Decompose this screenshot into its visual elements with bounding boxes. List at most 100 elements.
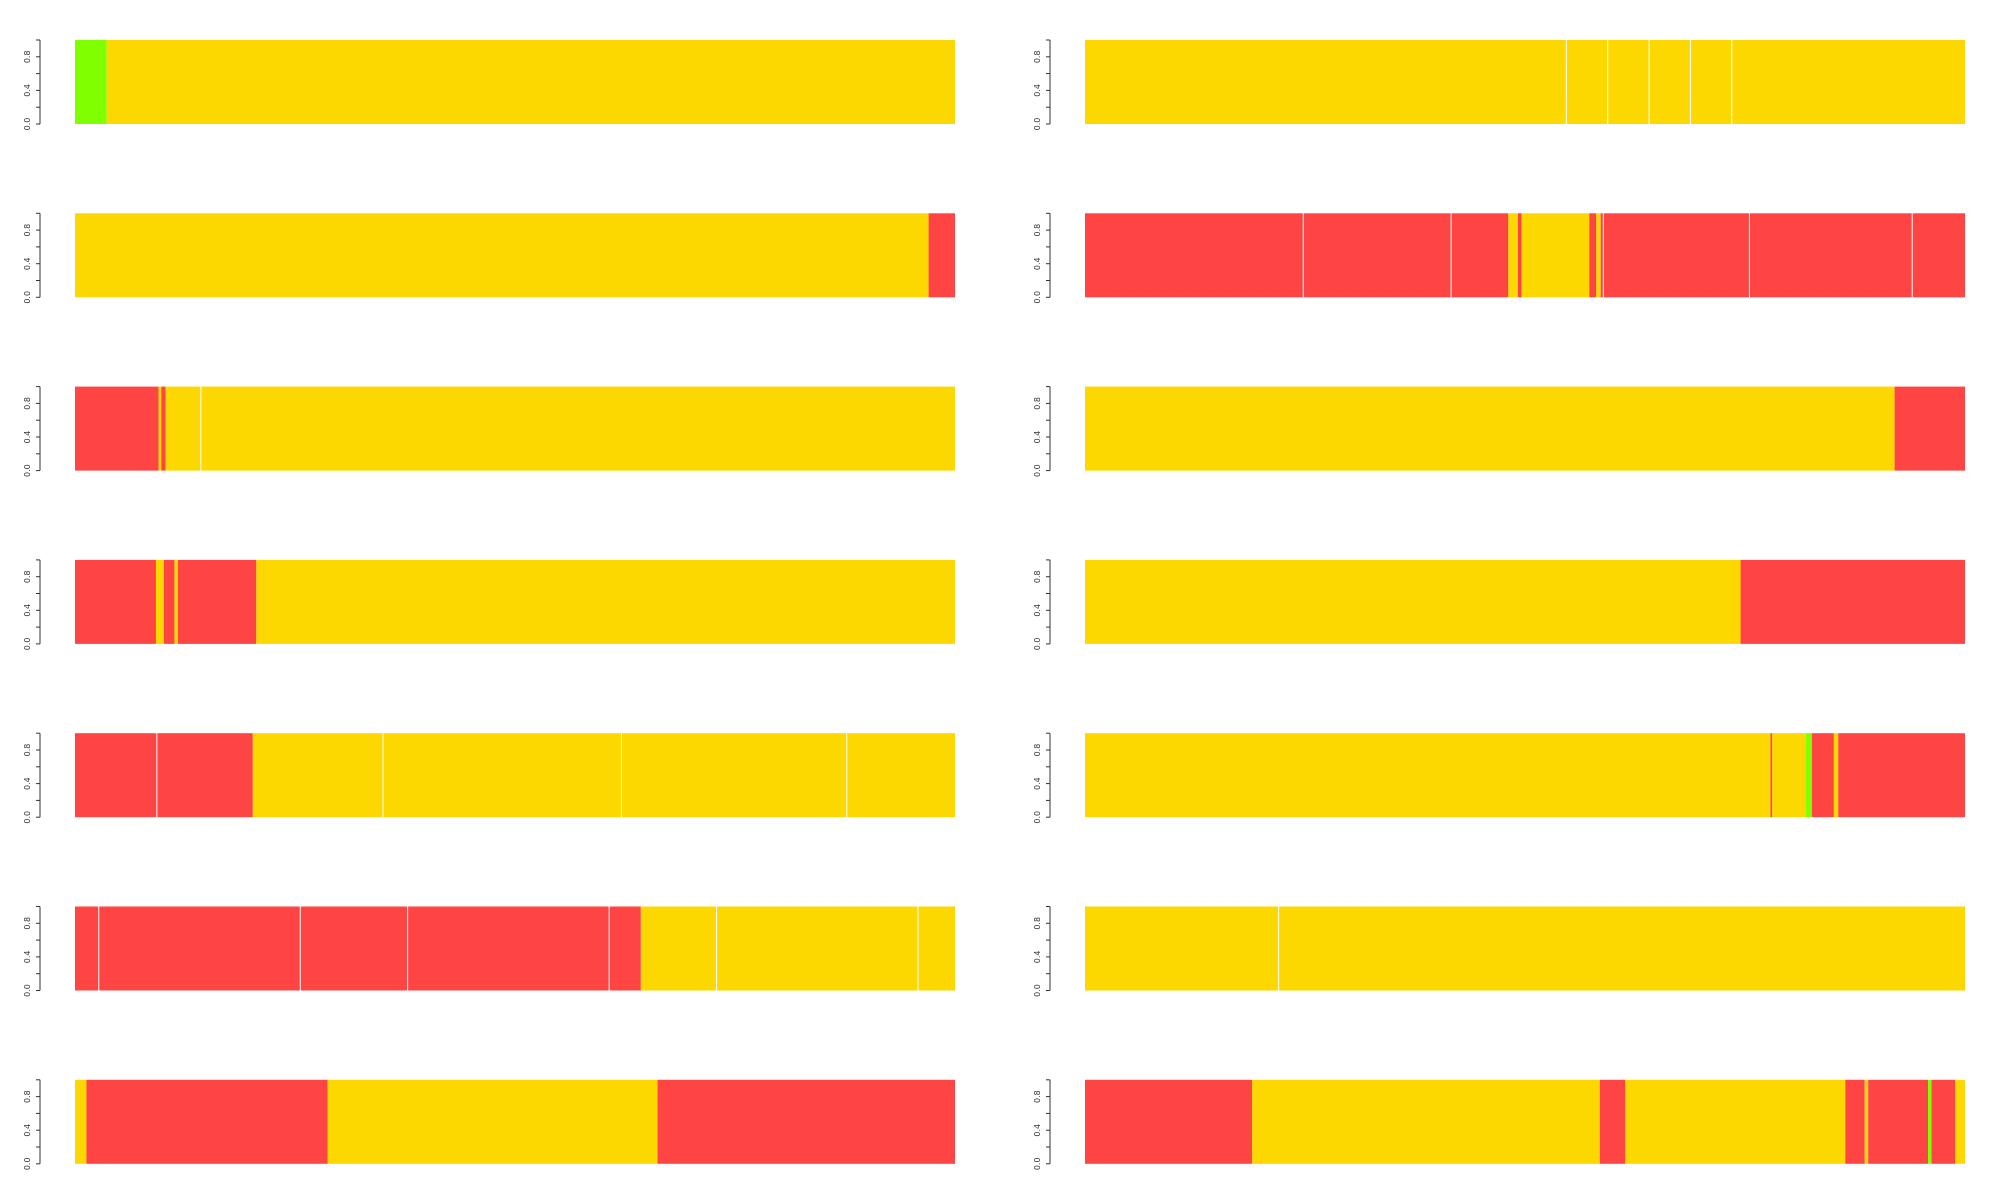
segment-r3c2-0 [1085,386,1895,471]
panel-r5c1: 0.0 0.4 0.8 [23,732,955,824]
segment-r1c1-0 [75,40,107,124]
segment-r6c2-0 [1085,906,1965,991]
segment-r7c2-0 [1085,1079,1253,1164]
y-tick-label-r2c1-1: 0.4 [23,257,32,270]
y-tick-label-r3c2-1: 0.4 [1033,431,1042,444]
y-tick-label-r3c2-2: 0.8 [1033,397,1042,410]
panel-r4c2: 0.0 0.4 0.8 [1033,559,1965,651]
y-tick-label-r1c2-0: 0.0 [1033,118,1042,131]
segment-r3c1-0 [75,386,159,471]
segment-r5c1-0 [75,733,253,818]
segment-r4c1-0 [75,559,156,644]
segment-r7c1-3 [657,1079,955,1164]
segment-r3c1-3 [165,386,955,471]
segment-r2c1-1 [928,213,955,298]
y-tick-label-r5c2-1: 0.4 [1033,777,1042,790]
y-tick-label-r2c1-2: 0.8 [23,224,32,237]
segment-r3c1-1 [158,386,162,471]
y-tick-label-r6c1-0: 0.0 [23,984,32,997]
y-tick-label-r2c2-1: 0.4 [1033,257,1042,270]
segment-r5c2-0 [1085,733,1771,818]
y-tick-label-r7c2-1: 0.4 [1033,1124,1042,1137]
y-tick-label-r4c2-1: 0.4 [1033,604,1042,617]
segment-r5c2-1 [1770,733,1773,818]
panel-r6c2: 0.0 0.4 0.8 [1033,906,1965,997]
segment-r7c2-1 [1252,1079,1600,1164]
y-tick-label-r6c2-0: 0.0 [1033,984,1042,997]
segment-r2c2-4 [1589,213,1597,298]
segment-r6c1-1 [640,906,955,991]
y-tick-label-r5c2-2: 0.8 [1033,744,1042,757]
segment-r4c1-4 [177,559,257,644]
y-tick-label-r4c1-2: 0.8 [23,570,32,583]
y-tick-label-r5c1-0: 0.0 [23,811,32,824]
y-tick-label-r4c2-0: 0.0 [1033,638,1042,651]
y-tick-label-r3c1-1: 0.4 [23,431,32,444]
segment-r1c1-1 [106,40,956,124]
segment-r2c2-2 [1517,213,1522,298]
panel-r6c1: 0.0 0.4 0.8 [23,906,955,997]
segment-r7c2-5 [1864,1079,1869,1164]
segment-r7c2-7 [1928,1079,1932,1164]
panel-r3c1: 0.0 0.4 0.8 [23,386,955,477]
panel-r1c2: 0.0 0.4 0.8 [1033,39,1965,131]
segment-r2c2-1 [1508,213,1518,298]
y-tick-label-r4c2-2: 0.8 [1033,570,1042,583]
segment-r7c2-3 [1625,1079,1846,1164]
y-tick-label-r1c1-1: 0.4 [23,84,32,97]
y-tick-label-r7c2-0: 0.0 [1033,1157,1042,1170]
y-tick-label-r1c1-0: 0.0 [23,118,32,131]
y-tick-label-r7c1-2: 0.8 [23,1090,32,1103]
panel-r5c2: 0.0 0.4 0.8 [1033,732,1965,824]
y-tick-label-r6c1-1: 0.4 [23,951,32,964]
y-tick-label-r6c1-2: 0.8 [23,917,32,930]
panel-r3c2: 0.0 0.4 0.8 [1033,386,1965,477]
y-tick-label-r7c1-1: 0.4 [23,1124,32,1137]
segment-r5c2-3 [1805,733,1812,818]
y-tick-label-r4c1-1: 0.4 [23,604,32,617]
segment-r7c2-9 [1955,1079,1965,1164]
segment-r3c2-1 [1894,386,1965,471]
y-tick-label-r2c2-2: 0.8 [1033,224,1042,237]
y-tick-label-r2c2-0: 0.0 [1033,291,1042,304]
segment-r7c2-4 [1845,1079,1865,1164]
segment-r2c1-0 [75,213,929,298]
segment-r7c1-1 [86,1079,328,1164]
segment-r3c1-2 [161,386,166,471]
segment-r7c2-8 [1931,1079,1956,1164]
segment-r4c1-3 [174,559,178,644]
y-tick-label-r3c1-0: 0.0 [23,464,32,477]
segment-r2c2-6 [1600,213,1965,298]
segment-r7c1-0 [75,1079,87,1164]
segment-r1c2-0 [1085,40,1965,124]
segment-r2c2-3 [1521,213,1590,298]
segment-r4c1-2 [163,559,175,644]
panel-r2c2: 0.0 0.4 0.8 [1033,212,1965,304]
y-tick-label-r3c1-2: 0.8 [23,397,32,410]
segment-r2c2-5 [1596,213,1601,298]
y-tick-label-r7c2-2: 0.8 [1033,1090,1042,1103]
segment-r4c2-1 [1740,559,1965,644]
y-tick-label-r7c1-0: 0.0 [23,1157,32,1170]
y-tick-label-r1c2-2: 0.8 [1033,50,1042,63]
y-tick-label-r5c1-2: 0.8 [23,744,32,757]
y-tick-label-r4c1-0: 0.0 [23,638,32,651]
segment-r5c1-1 [252,733,955,818]
segment-r5c2-5 [1833,733,1839,818]
y-tick-label-r1c1-2: 0.8 [23,50,32,63]
segment-r4c2-0 [1085,559,1741,644]
panel-r7c2: 0.0 0.4 0.8 [1033,1079,1965,1170]
segment-r7c2-2 [1599,1079,1626,1164]
y-tick-label-r5c1-1: 0.4 [23,777,32,790]
y-tick-label-r1c2-1: 0.4 [1033,84,1042,97]
segment-r5c2-4 [1811,733,1834,818]
segment-r6c1-0 [75,906,641,991]
y-tick-label-r6c2-1: 0.4 [1033,951,1042,964]
segment-r4c1-1 [155,559,164,644]
segment-r4c1-5 [256,559,955,644]
panel-r2c1: 0.0 0.4 0.8 [23,212,955,304]
y-tick-label-r5c2-0: 0.0 [1033,811,1042,824]
y-tick-label-r3c2-0: 0.0 [1033,464,1042,477]
